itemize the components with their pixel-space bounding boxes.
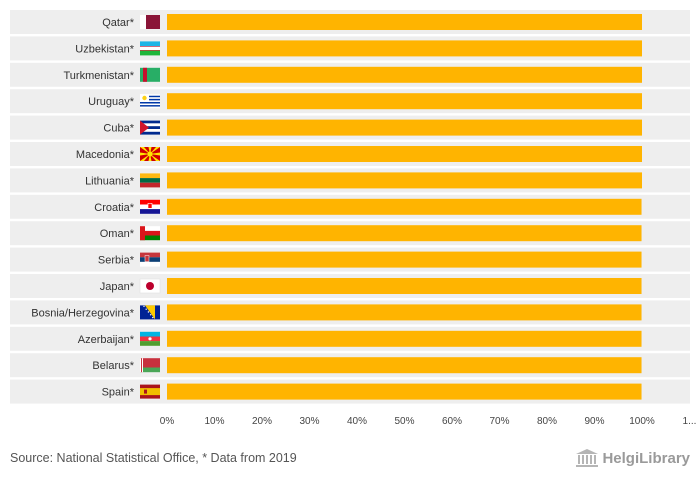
category-label: Bosnia/Herzegovina* bbox=[31, 307, 134, 319]
serbia-flag-icon bbox=[140, 252, 160, 267]
x-tick-label: 20% bbox=[252, 416, 272, 427]
spain-flag-icon bbox=[140, 384, 160, 399]
category-label: Croatia* bbox=[94, 202, 134, 214]
bar bbox=[167, 40, 642, 57]
x-tick-label: 90% bbox=[584, 416, 604, 427]
bosnia-herzegovina-flag-icon bbox=[140, 305, 160, 320]
category-label: Uzbekistan* bbox=[75, 43, 134, 55]
oman-flag-icon bbox=[140, 226, 160, 241]
category-label: Qatar* bbox=[102, 17, 135, 29]
category-label: Lithuania* bbox=[85, 175, 135, 187]
bar bbox=[167, 172, 642, 189]
x-tick-label: 40% bbox=[347, 416, 367, 427]
category-label: Azerbaijan* bbox=[78, 334, 135, 346]
uzbekistan-flag-icon bbox=[140, 41, 160, 56]
bar bbox=[167, 14, 642, 30]
x-tick-label: 100% bbox=[629, 416, 655, 427]
category-label: Japan* bbox=[100, 281, 135, 293]
bar bbox=[167, 330, 642, 347]
azerbaijan-flag-icon bbox=[140, 331, 160, 346]
x-tick-label: 60% bbox=[442, 416, 462, 427]
macedonia-flag-icon bbox=[140, 147, 160, 161]
bar bbox=[167, 119, 642, 136]
source-note: Source: National Statistical Office, * D… bbox=[10, 451, 297, 465]
category-label: Turkmenistan* bbox=[63, 70, 134, 82]
brand-name: HelgiLibrary bbox=[602, 449, 690, 467]
category-label: Uruguay* bbox=[88, 96, 135, 108]
bar bbox=[167, 357, 642, 374]
bar bbox=[167, 66, 642, 83]
x-tick-label: 70% bbox=[489, 416, 509, 427]
category-label: Serbia* bbox=[98, 255, 135, 267]
bar bbox=[167, 198, 642, 215]
bar-chart: Qatar* Uzbekistan* Turkmenistan* Uruguay* Cu… bbox=[10, 10, 697, 427]
x-tick-label: 1... bbox=[683, 416, 697, 427]
category-label: Belarus* bbox=[92, 360, 134, 372]
bar bbox=[167, 383, 642, 400]
x-tick-label: 0% bbox=[160, 416, 175, 427]
category-label: Macedonia* bbox=[76, 149, 135, 161]
bar bbox=[167, 146, 642, 162]
library-building-icon bbox=[576, 449, 599, 467]
cuba-flag-icon bbox=[140, 120, 160, 135]
croatia-flag-icon bbox=[140, 199, 160, 214]
lithuania-flag-icon bbox=[140, 173, 160, 188]
x-tick-label: 80% bbox=[537, 416, 557, 427]
uruguay-flag-icon bbox=[140, 94, 160, 109]
bar bbox=[167, 304, 642, 321]
bar bbox=[167, 251, 642, 268]
x-tick-label: 50% bbox=[394, 416, 414, 427]
bar bbox=[167, 278, 642, 294]
x-tick-label: 30% bbox=[299, 416, 319, 427]
category-label: Oman* bbox=[100, 228, 135, 240]
japan-flag-icon bbox=[139, 278, 161, 294]
belarus-flag-icon bbox=[140, 358, 160, 373]
category-label: Cuba* bbox=[103, 123, 134, 135]
qatar-flag-icon bbox=[140, 15, 160, 29]
brand-logo: HelgiLibrary bbox=[576, 449, 690, 467]
turkmenistan-flag-icon bbox=[140, 67, 160, 82]
x-tick-label: 10% bbox=[204, 416, 224, 427]
bar bbox=[167, 93, 642, 110]
bar bbox=[167, 225, 642, 242]
category-label: Spain* bbox=[102, 387, 135, 399]
